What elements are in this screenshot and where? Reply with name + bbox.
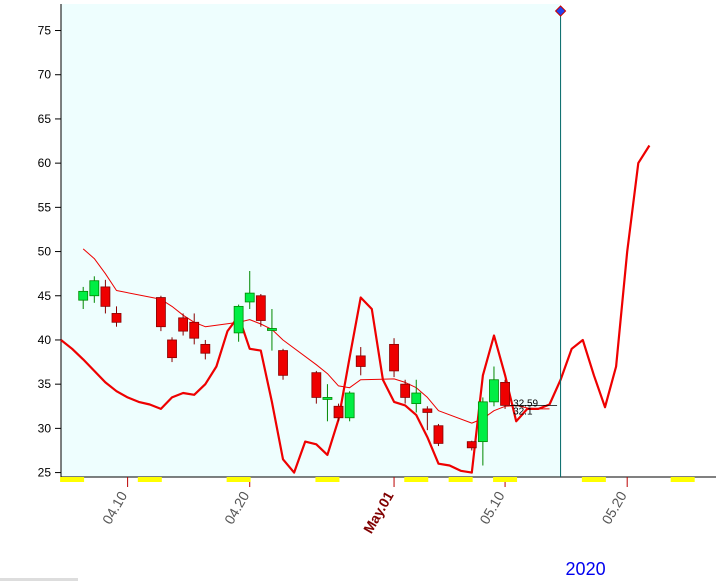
candle-body <box>411 392 422 405</box>
weekend-marker <box>448 477 473 482</box>
candle-body <box>422 408 433 413</box>
candle-body <box>322 397 333 400</box>
candle <box>411 379 422 413</box>
candle-body <box>389 343 399 372</box>
weekend-marker <box>60 477 85 482</box>
candle <box>267 309 277 351</box>
moving-average-line <box>82 248 550 424</box>
candle-body <box>233 305 244 334</box>
weekend-marker <box>404 477 429 482</box>
candle-body <box>333 405 344 419</box>
candle-body <box>200 343 211 354</box>
candle-body <box>466 441 477 449</box>
year-label: 2020 <box>566 559 606 579</box>
candle-body <box>244 292 255 303</box>
candle-body <box>167 339 177 359</box>
candle <box>233 304 244 342</box>
candle-body <box>477 401 488 443</box>
candle <box>167 337 177 363</box>
candle <box>477 397 488 466</box>
candle-body <box>344 392 355 419</box>
candle-body <box>111 313 122 323</box>
weekend-marker <box>315 477 340 482</box>
candle <box>311 370 322 404</box>
weekend-marker <box>137 477 162 482</box>
candle-body <box>89 280 100 297</box>
candle <box>333 403 344 422</box>
candle <box>278 348 288 380</box>
candle-body <box>255 295 266 321</box>
candle-body <box>100 286 111 307</box>
series-lines <box>60 144 651 474</box>
candle-body <box>156 297 166 328</box>
y-tick-label: 55 <box>38 200 52 214</box>
weekend-marker <box>670 477 695 482</box>
candle-body <box>311 372 322 398</box>
candles <box>78 271 510 466</box>
weekend-marker <box>493 477 518 482</box>
candle <box>178 313 189 336</box>
candle-body <box>189 321 200 339</box>
cursor-marker <box>554 5 567 17</box>
history-shaded-area <box>61 4 561 477</box>
candle-body <box>178 317 189 332</box>
scroll-strip <box>0 578 78 581</box>
weekend-markers <box>60 477 695 482</box>
candle <box>422 406 433 431</box>
candle <box>255 293 266 327</box>
y-tick-label: 35 <box>38 377 52 391</box>
candle <box>500 379 510 409</box>
y-axis: 25 30 35 40 45 50 55 60 65 70 75 <box>38 4 62 480</box>
candle <box>322 384 333 422</box>
y-tick-label: 25 <box>38 466 52 480</box>
candle-body <box>78 290 89 301</box>
candle <box>89 276 100 303</box>
price-label: 32.59 <box>513 398 538 409</box>
candle <box>355 347 366 376</box>
candle <box>100 279 111 314</box>
cursor <box>554 5 567 477</box>
projection-line <box>60 144 651 474</box>
y-tick-label: 45 <box>38 289 52 303</box>
candle <box>489 366 499 407</box>
y-tick-label: 40 <box>38 333 52 347</box>
candle <box>111 306 122 327</box>
candle <box>156 295 166 332</box>
candle <box>78 286 89 310</box>
candle <box>389 338 399 378</box>
y-tick-label: 60 <box>38 156 52 170</box>
candle-body <box>267 328 277 331</box>
candle <box>189 313 200 345</box>
candle-body <box>278 350 288 376</box>
candle <box>344 391 355 422</box>
weekend-marker <box>581 477 606 482</box>
candle-body <box>355 355 366 367</box>
y-tick-label: 30 <box>38 421 52 435</box>
candle <box>200 339 211 360</box>
y-tick-label: 75 <box>38 24 52 38</box>
candle-body <box>433 425 444 444</box>
candle <box>466 440 477 451</box>
weekend-marker <box>226 477 251 482</box>
y-tick-label: 70 <box>38 68 52 82</box>
candle <box>433 423 444 447</box>
candle-body <box>489 379 499 403</box>
y-tick-label: 50 <box>38 245 52 259</box>
candle <box>400 379 411 404</box>
candle-body <box>400 383 411 398</box>
candle <box>244 271 255 310</box>
y-tick-label: 65 <box>38 112 52 126</box>
candle-body <box>500 381 510 406</box>
price-label: 32.1 <box>513 406 533 417</box>
